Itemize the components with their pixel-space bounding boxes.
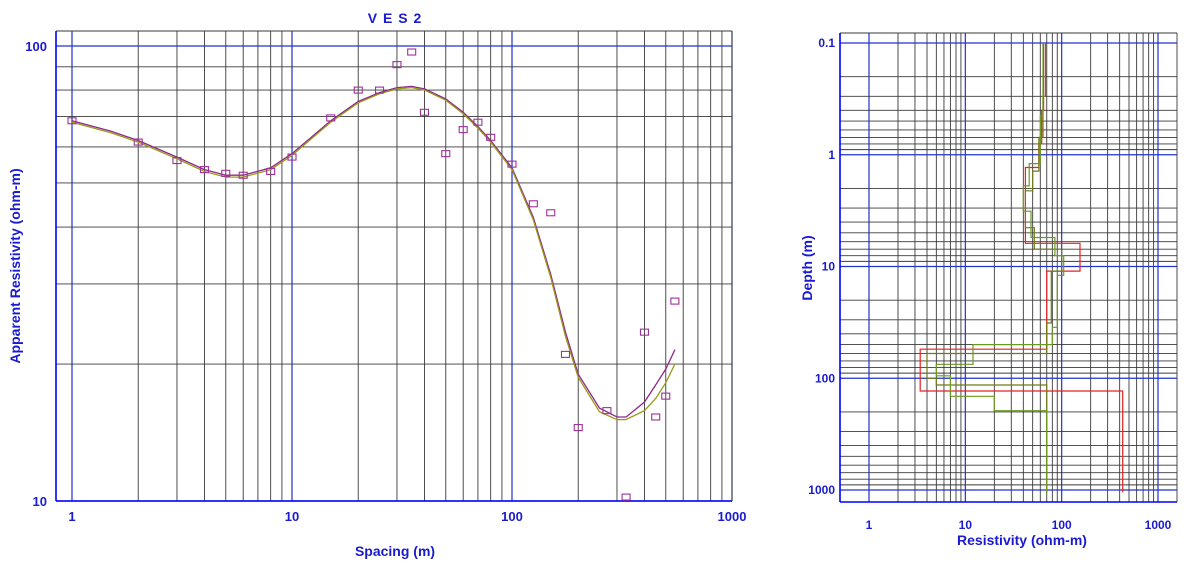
x-tick-label: 1 bbox=[866, 518, 873, 532]
y-tick-label: 10 bbox=[822, 260, 836, 274]
observed-point bbox=[67, 117, 77, 125]
left-grid bbox=[55, 30, 733, 502]
observed-point bbox=[221, 169, 231, 177]
right-grid bbox=[839, 32, 1178, 503]
observed-point bbox=[670, 297, 680, 305]
observed-point bbox=[441, 150, 451, 158]
x-axis-label: Resistivity (ohm-m) bbox=[957, 532, 1087, 548]
observed-point bbox=[374, 86, 385, 94]
y-tick-label: 0.1 bbox=[818, 36, 835, 50]
observed-point bbox=[486, 133, 496, 141]
observed-point bbox=[651, 413, 661, 421]
depth-resistivity-chart: 1 10 100 1000 0.1 1 10 100 1000 Resistivity (ohm… bbox=[799, 32, 1178, 548]
chart-title: V E S 2 bbox=[368, 10, 422, 26]
left-model-curves bbox=[71, 85, 676, 421]
x-axis-label: Spacing (m) bbox=[355, 543, 435, 559]
observed-point bbox=[639, 328, 650, 336]
apparent-resistivity-chart: 1 10 100 1000 10 100 V E S 2 Spacing (m) Appa… bbox=[7, 10, 746, 559]
y-tick-label: 100 bbox=[25, 39, 47, 54]
x-tick-label: 100 bbox=[1052, 518, 1072, 532]
observed-point bbox=[266, 167, 276, 176]
observed-point bbox=[133, 138, 143, 146]
observed-point bbox=[419, 108, 430, 116]
y-tick-label: 1 bbox=[828, 148, 835, 162]
observed-point bbox=[199, 166, 210, 174]
left-tick-labels: 1 10 100 1000 10 100 bbox=[25, 39, 746, 524]
model-curve-2 bbox=[71, 86, 676, 421]
observed-point bbox=[473, 118, 483, 126]
x-tick-label: 100 bbox=[501, 509, 523, 524]
observed-point bbox=[621, 493, 631, 501]
observed-point bbox=[353, 86, 363, 94]
layer-model-steps bbox=[919, 43, 1124, 493]
y-tick-label: 100 bbox=[815, 371, 835, 385]
observed-point bbox=[507, 160, 517, 168]
y-tick-label: 10 bbox=[33, 494, 47, 509]
x-tick-label: 10 bbox=[959, 518, 973, 532]
y-axis-label: Apparent Resistivity (ohm-m) bbox=[7, 168, 23, 363]
x-tick-label: 1000 bbox=[1145, 518, 1172, 532]
layer-model-3 bbox=[935, 43, 1065, 493]
observed-point bbox=[172, 157, 182, 165]
observed-point bbox=[238, 171, 248, 179]
observed-point bbox=[458, 126, 468, 134]
x-tick-label: 10 bbox=[285, 509, 299, 524]
observed-point bbox=[407, 48, 417, 56]
observed-point bbox=[661, 392, 671, 400]
observed-point bbox=[287, 153, 297, 161]
left-observed-points bbox=[67, 48, 680, 501]
x-tick-label: 1000 bbox=[718, 509, 747, 524]
observed-point bbox=[546, 209, 556, 217]
observed-point bbox=[602, 407, 612, 415]
observed-point bbox=[528, 200, 538, 208]
layer-model-1 bbox=[919, 43, 1124, 493]
y-tick-label: 1000 bbox=[808, 483, 835, 497]
observed-point bbox=[326, 114, 336, 122]
x-tick-label: 1 bbox=[68, 509, 75, 524]
observed-point bbox=[560, 350, 571, 358]
model-curve-1 bbox=[71, 85, 676, 418]
right-tick-labels: 1 10 100 1000 0.1 1 10 100 1000 bbox=[808, 36, 1171, 532]
layer-model-2 bbox=[926, 43, 1063, 493]
y-axis-label: Depth (m) bbox=[799, 235, 815, 300]
observed-point bbox=[392, 61, 402, 69]
observed-point bbox=[573, 424, 583, 432]
